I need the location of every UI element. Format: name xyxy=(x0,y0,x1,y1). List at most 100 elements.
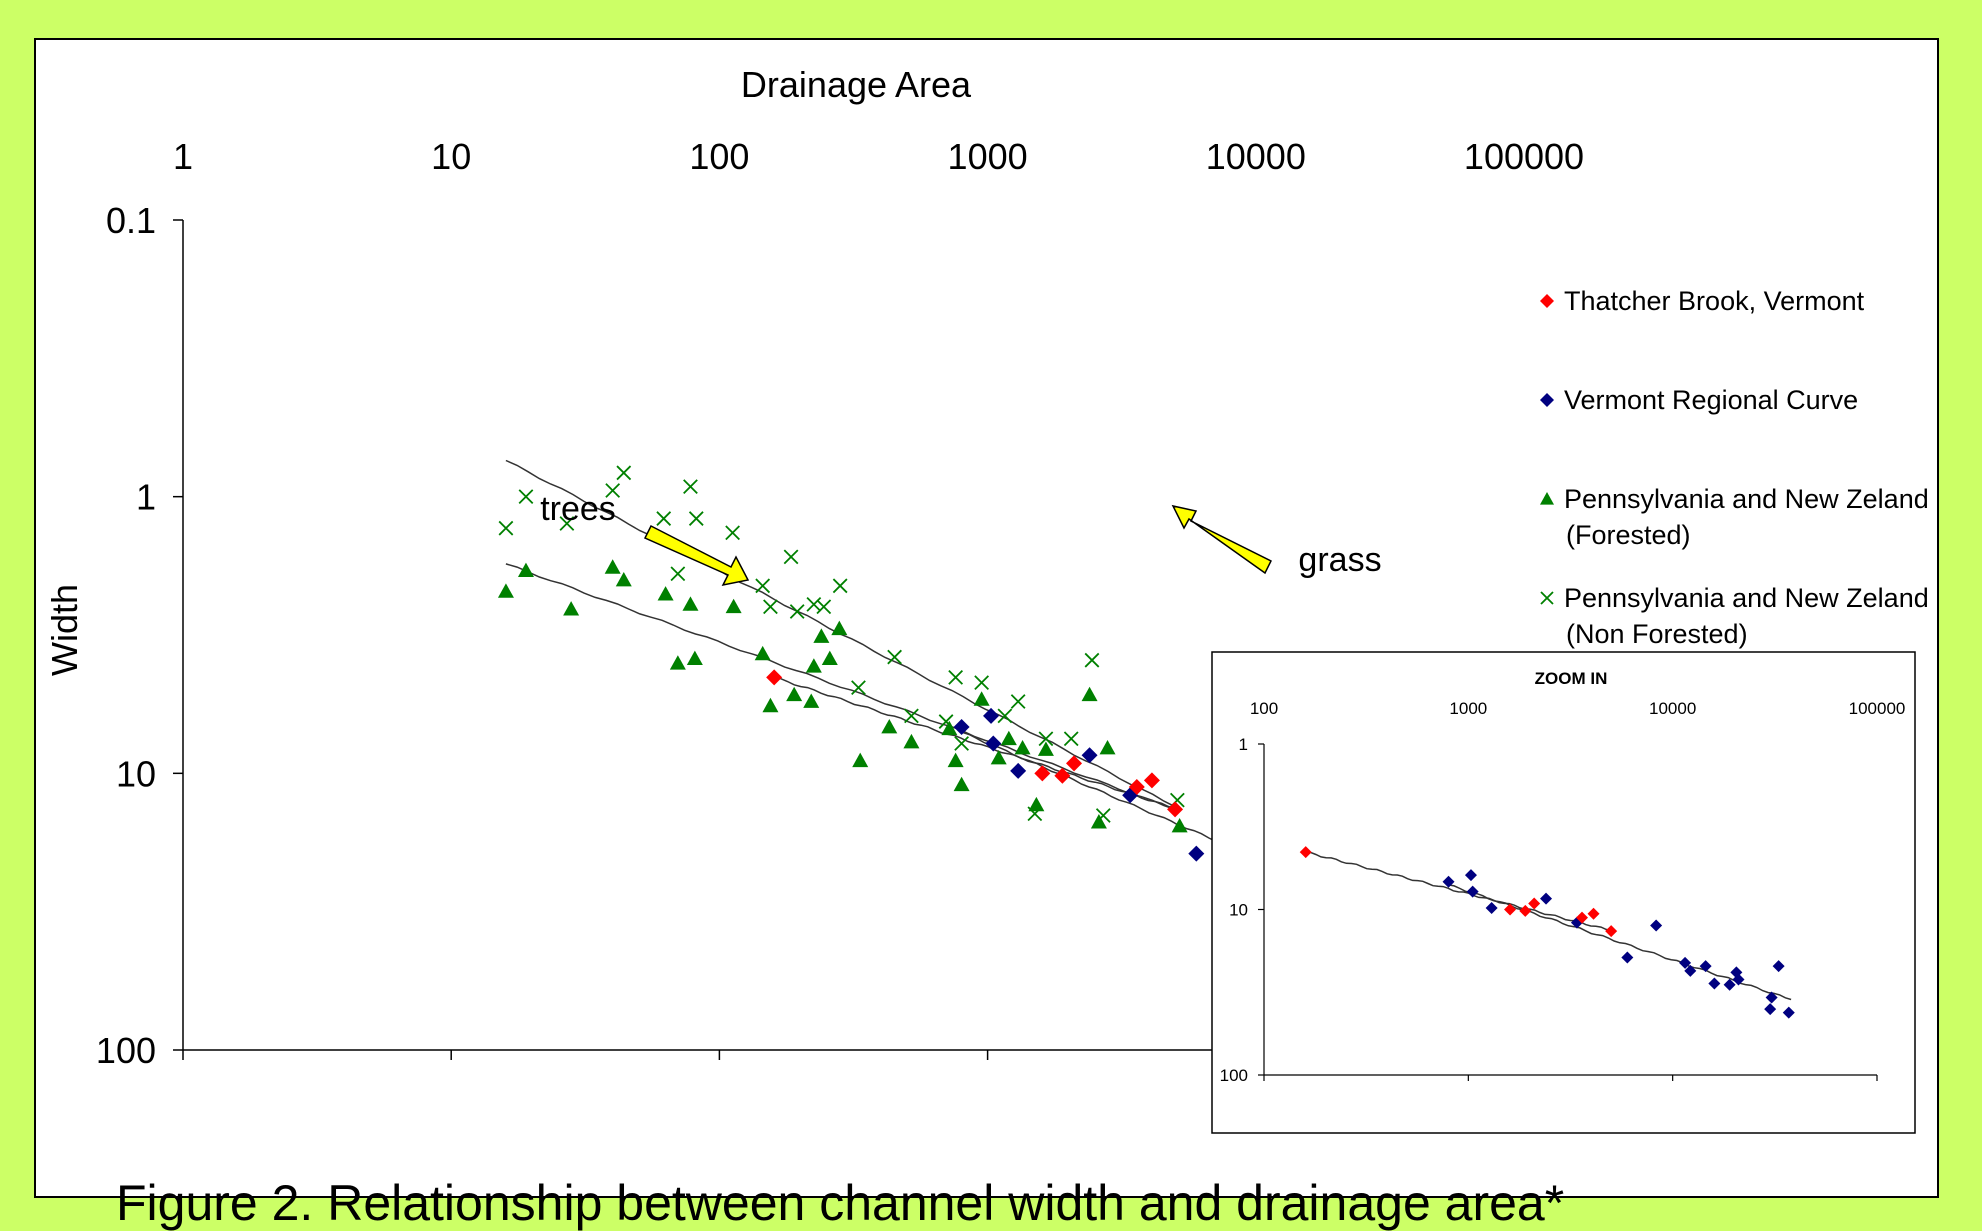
pennsylvania-and-new-zeland-forested-point xyxy=(821,650,838,666)
pennsylvania-and-new-zeland-forested-point xyxy=(881,718,898,734)
pennsylvania-and-new-zeland-non-forested-point xyxy=(1038,731,1054,747)
pennsylvania-and-new-zeland-forested-point xyxy=(762,697,779,713)
inset-vermont-regional-curve-point xyxy=(1466,885,1479,898)
x-tick-label: 1000 xyxy=(948,136,1028,177)
y-tick-label: 100 xyxy=(96,1030,156,1071)
x-axis-title: Drainage Area xyxy=(741,64,972,105)
inset-chart: ZOOM IN 100 1000 10000 100000 100 10 1 xyxy=(1211,651,1916,1134)
pennsylvania-and-new-zeland-forested-point xyxy=(852,752,869,768)
inset-vermont-regional-curve-point xyxy=(1650,919,1663,932)
pennsylvania-and-new-zeland-forested-point xyxy=(669,655,686,670)
pennsylvania-and-new-zeland-non-forested-point xyxy=(1063,731,1079,747)
pennsylvania-and-new-zeland-non-forested-point xyxy=(605,483,621,498)
pennsylvania-and-new-zeland-non-forested-point xyxy=(851,680,866,696)
pennsylvania-and-new-zeland-non-forested-point xyxy=(1095,808,1111,823)
pennsylvania-and-new-zeland-forested-point xyxy=(947,752,964,768)
thatcher-brook-vermont-point xyxy=(1143,772,1160,789)
legend-marker-forested xyxy=(1540,492,1554,505)
legend-label-forested: Pennsylvania and New Zeland xyxy=(1564,484,1929,514)
thatcher-brook-vermont-point xyxy=(1167,801,1184,818)
legend-marker-vermont xyxy=(1540,393,1554,407)
inset-trendline-thatcher-brook-vermont xyxy=(1305,851,1612,932)
pennsylvania-and-new-zeland-non-forested-point xyxy=(688,511,704,526)
pennsylvania-and-new-zeland-non-forested-point xyxy=(1084,652,1100,668)
pennsylvania-and-new-zeland-non-forested-point xyxy=(938,714,954,729)
pennsylvania-and-new-zeland-forested-point xyxy=(1090,814,1107,829)
pennsylvania-and-new-zeland-forested-point xyxy=(1037,741,1054,756)
pennsylvania-and-new-zeland-non-forested-point xyxy=(904,708,919,724)
inset-vermont-regional-curve-point xyxy=(1679,956,1692,969)
y-tick-label: 10 xyxy=(116,753,156,794)
inset-thatcher-brook-vermont-point xyxy=(1299,846,1312,859)
pennsylvania-and-new-zeland-non-forested-point xyxy=(887,649,902,665)
pennsylvania-and-new-zeland-non-forested-point xyxy=(670,566,686,582)
inset-thatcher-brook-vermont-point xyxy=(1519,904,1532,917)
pennsylvania-and-new-zeland-non-forested-point xyxy=(806,596,822,612)
pennsylvania-and-new-zeland-non-forested-point xyxy=(948,670,964,685)
inset-vermont-regional-curve-point xyxy=(1772,960,1785,973)
pennsylvania-and-new-zeland-forested-point xyxy=(1099,740,1116,755)
pennsylvania-and-new-zeland-forested-point xyxy=(813,628,830,643)
pennsylvania-and-new-zeland-forested-point xyxy=(682,596,699,611)
inset-x-tick-label: 10000 xyxy=(1649,699,1696,718)
pennsylvania-and-new-zeland-forested-point xyxy=(657,586,674,601)
trendline-thatcher-brook-vermont xyxy=(773,676,1176,810)
inset-y-tick-label: 100 xyxy=(1220,1066,1248,1085)
arrow-trees-icon xyxy=(643,524,750,587)
inset-vermont-regional-curve-point xyxy=(1723,978,1736,991)
inset-vermont-regional-curve-point xyxy=(1708,977,1721,990)
pennsylvania-and-new-zeland-non-forested-point xyxy=(783,549,799,565)
inset-vermont-regional-curve-point xyxy=(1540,892,1553,905)
inset-x-tick-label: 1000 xyxy=(1449,699,1487,718)
pennsylvania-and-new-zeland-forested-point xyxy=(563,601,580,616)
pennsylvania-and-new-zeland-forested-point xyxy=(754,645,771,661)
inset-vermont-regional-curve-point xyxy=(1442,875,1455,888)
chart-svg: 1 10 100 1000 10000 100000 100 10 1 0.1 Drainage A… xyxy=(44,64,1929,1134)
pennsylvania-and-new-zeland-non-forested-point xyxy=(974,675,990,691)
annotation-trees: trees xyxy=(540,490,616,528)
inset-vermont-regional-curve-point xyxy=(1684,964,1697,977)
pennsylvania-and-new-zeland-forested-point xyxy=(903,733,920,749)
pennsylvania-and-new-zeland-non-forested-point xyxy=(725,525,740,541)
x-tick-label: 100000 xyxy=(1464,136,1584,177)
vermont-regional-curve-point xyxy=(1188,845,1205,862)
vermont-regional-curve-point xyxy=(953,718,970,735)
y-tick-label: 0.1 xyxy=(106,200,156,241)
legend-label-nonforested: Pennsylvania and New Zeland xyxy=(1564,583,1929,613)
pennsylvania-and-new-zeland-forested-point xyxy=(805,658,822,673)
inset-vermont-regional-curve-point xyxy=(1765,991,1778,1004)
x-tick-label: 10 xyxy=(431,136,471,177)
pennsylvania-and-new-zeland-non-forested-point xyxy=(832,578,848,594)
vermont-regional-curve-point xyxy=(1010,762,1027,779)
pennsylvania-and-new-zeland-non-forested-point xyxy=(518,489,534,505)
pennsylvania-and-new-zeland-non-forested-point xyxy=(789,604,805,619)
inset-vermont-regional-curve-point xyxy=(1764,1003,1777,1016)
inset-x-tick-label: 100 xyxy=(1250,699,1278,718)
pennsylvania-and-new-zeland-non-forested-point xyxy=(656,511,672,526)
pennsylvania-and-new-zeland-forested-point xyxy=(615,571,632,587)
inset-thatcher-brook-vermont-point xyxy=(1587,907,1600,920)
inset-y-tick-label: 10 xyxy=(1229,901,1248,920)
inset-thatcher-brook-vermont-point xyxy=(1504,903,1517,916)
inset-title: ZOOM IN xyxy=(1535,669,1608,688)
pennsylvania-and-new-zeland-forested-point xyxy=(990,749,1007,765)
vermont-regional-curve-point xyxy=(983,707,1000,724)
legend-label-thatcher: Thatcher Brook, Vermont xyxy=(1564,286,1865,316)
pennsylvania-and-new-zeland-forested-point xyxy=(517,562,534,577)
pennsylvania-and-new-zeland-forested-point xyxy=(953,776,970,792)
vermont-regional-curve-point xyxy=(985,735,1002,752)
arrow-grass-icon xyxy=(1171,504,1273,575)
inset-vermont-regional-curve-point xyxy=(1485,902,1498,915)
inset-vermont-regional-curve-point xyxy=(1464,869,1477,882)
pennsylvania-and-new-zeland-forested-point xyxy=(1171,817,1188,833)
legend-marker-thatcher xyxy=(1540,294,1554,308)
legend-label-vermont: Vermont Regional Curve xyxy=(1564,385,1858,415)
pennsylvania-and-new-zeland-forested-point xyxy=(831,620,848,636)
pennsylvania-and-new-zeland-forested-point xyxy=(941,720,958,736)
pennsylvania-and-new-zeland-forested-point xyxy=(1014,740,1031,755)
pennsylvania-and-new-zeland-non-forested-point xyxy=(498,520,514,536)
figure-panel: 1 10 100 1000 10000 100000 100 10 1 0.1 Drainage A… xyxy=(34,38,1939,1228)
pennsylvania-and-new-zeland-non-forested-point xyxy=(1027,806,1043,822)
inset-frame xyxy=(1211,651,1916,1134)
legend-item-forested: Pennsylvania and New Zeland (Forested) xyxy=(1540,484,1929,550)
